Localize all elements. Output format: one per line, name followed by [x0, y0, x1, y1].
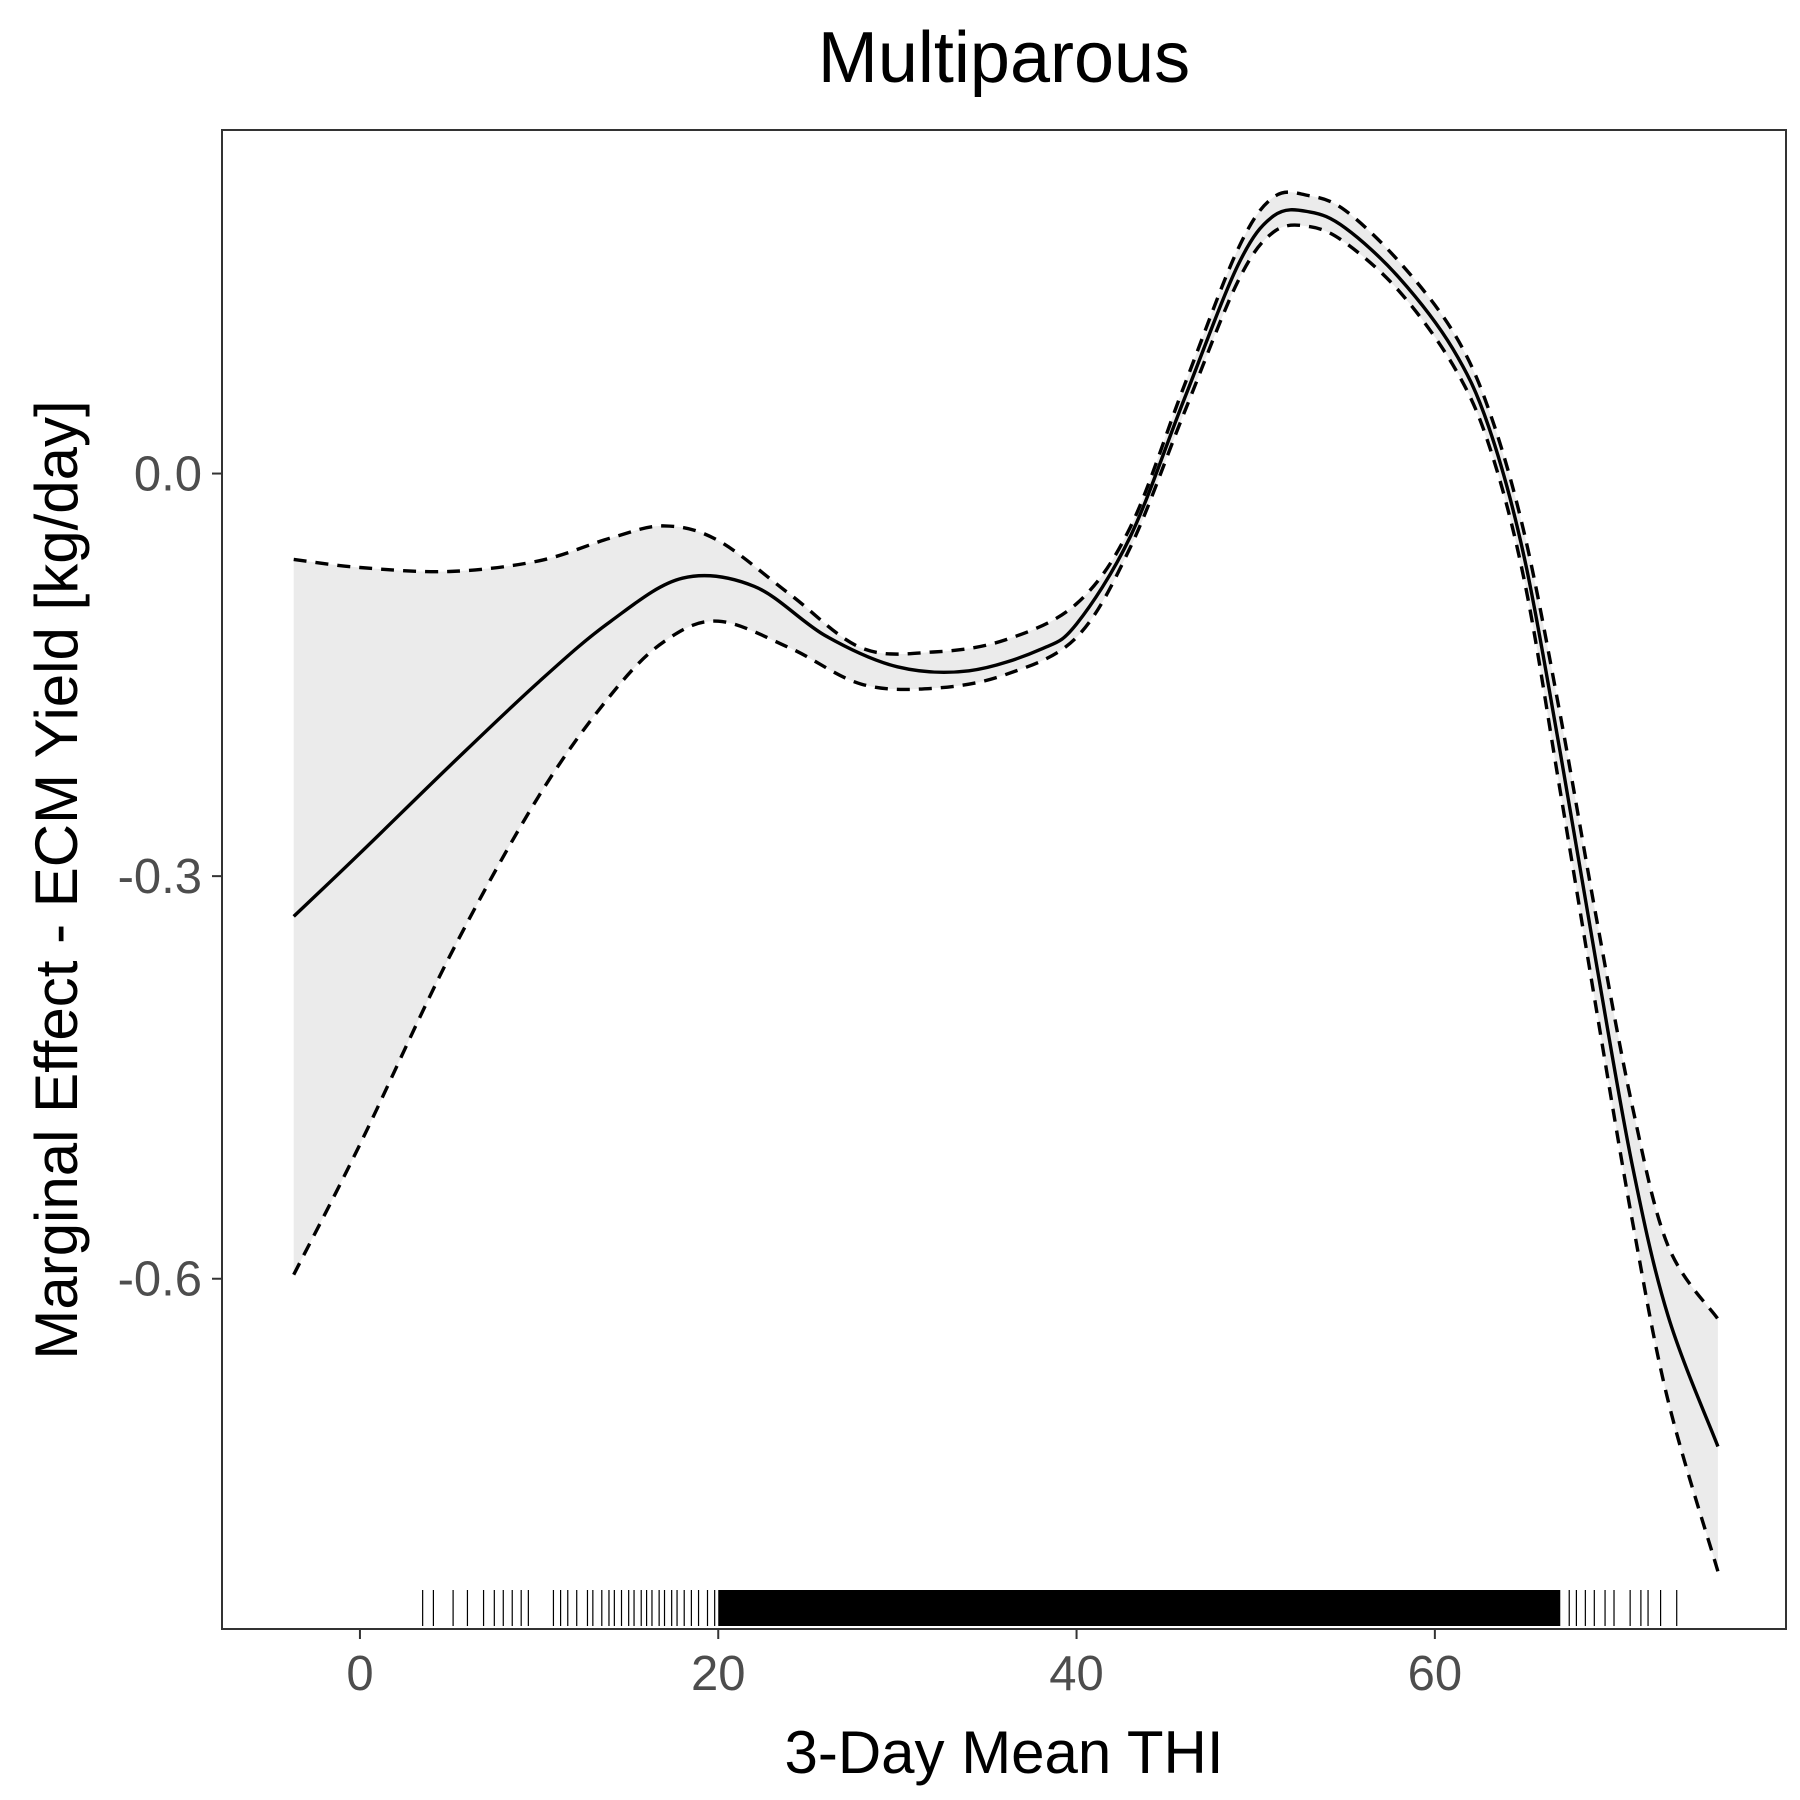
x-tick-label: 20 — [691, 1647, 746, 1701]
upper-bound-line — [293, 190, 1720, 1320]
x-tick-label: 0 — [346, 1647, 373, 1701]
y-axis-label: Marginal Effect - ECM Yield [kg/day] — [23, 400, 90, 1359]
plot-border — [221, 129, 1787, 1630]
y-tick-label: -0.6 — [118, 1253, 202, 1307]
x-tick-label: 40 — [1049, 1647, 1104, 1701]
x-tick-label: 60 — [1408, 1647, 1463, 1701]
confidence-band — [293, 192, 1718, 1572]
chart-title: Multiparous — [818, 18, 1190, 98]
lower-bound-line — [292, 223, 1720, 1572]
x-axis-label: 3-Day Mean THI — [784, 1719, 1223, 1786]
marginal-effect-line — [292, 208, 1720, 1448]
y-tick-label: -0.3 — [118, 850, 202, 904]
rug-dense-block — [718, 1590, 1561, 1626]
y-axis: 0.0 -0.3 -0.6 — [118, 448, 222, 1307]
y-tick-label: 0.0 — [134, 448, 202, 502]
x-axis: 0 20 40 60 — [346, 1629, 1462, 1701]
rug-marks — [422, 1590, 1678, 1626]
